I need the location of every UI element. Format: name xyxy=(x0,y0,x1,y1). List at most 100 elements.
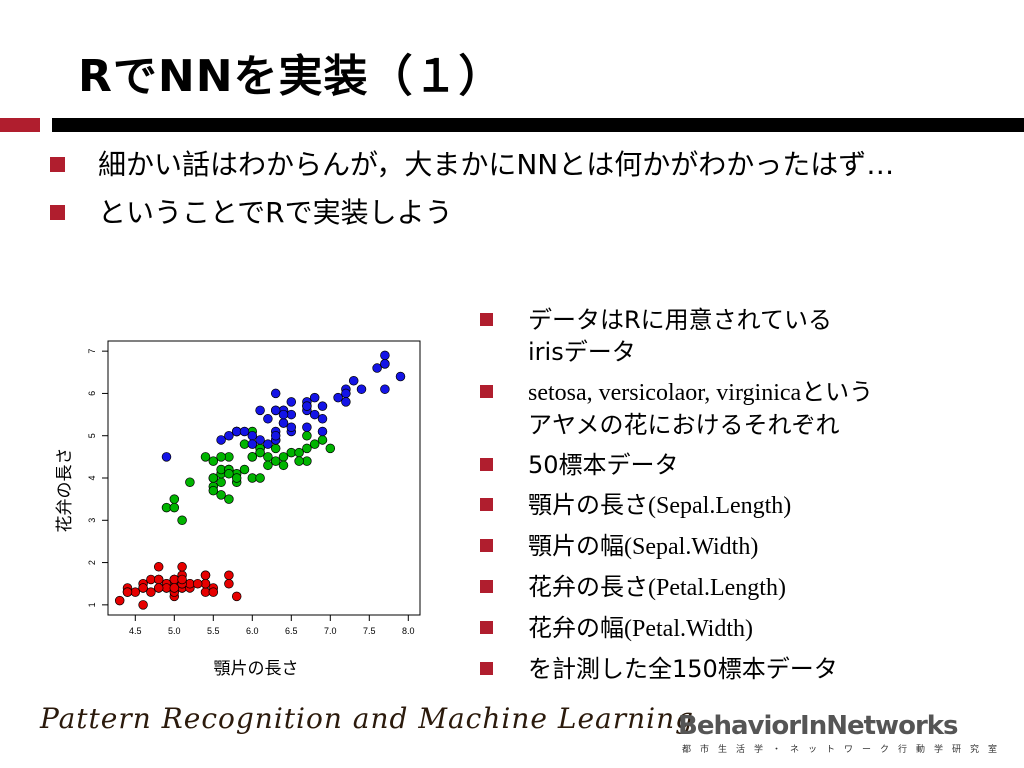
x-axis-label: 顎片の長さ xyxy=(214,659,299,679)
data-point xyxy=(356,384,367,394)
data-point xyxy=(294,456,304,466)
data-point xyxy=(216,490,226,500)
main-bullet: 細かい話はわからんが，大まかにNNとは何かがわかったはず… xyxy=(48,146,998,184)
y-tick-label: 2 xyxy=(87,560,97,565)
data-point xyxy=(247,430,258,441)
data-point xyxy=(302,430,312,441)
data-point xyxy=(224,570,234,581)
data-point xyxy=(231,591,242,602)
main-bullet-text: ということでRで実装しよう xyxy=(98,196,453,229)
iris-scatter-plot: 4.5 5.0 5.5 6.0 6.5 7.0 7.5 8.0 1 2 3 4 5 6 7 顎片の長さ 花弁の長… xyxy=(55,340,421,679)
dataset-bullet: setosa, versicolaor, virginicaという アヤメの花にお… xyxy=(478,376,1018,441)
square-bullet-icon xyxy=(480,458,493,471)
main-bullet-text: 細かい話はわからんが，大まかにNNとは何かがわかったはず… xyxy=(98,148,895,181)
data-point xyxy=(317,401,328,411)
y-tick-label: 6 xyxy=(87,391,97,396)
lab-logo-subtext: 都市生活学・ネットワーク行動学研究室 xyxy=(682,745,1007,755)
data-point xyxy=(216,452,226,462)
dataset-bullet-text: 50標本データ xyxy=(528,451,679,479)
data-point xyxy=(286,397,297,407)
data-point xyxy=(341,397,351,407)
dataset-bullet-text: データはRに用意されている xyxy=(528,306,832,334)
x-tick-label: 6.0 xyxy=(246,626,259,636)
dataset-bullet-text: (Sepal.Length) xyxy=(648,493,792,519)
data-point xyxy=(177,574,187,585)
data-point xyxy=(263,414,273,424)
dataset-bullet: 花弁の長さ(Petal.Length) xyxy=(478,571,1018,604)
data-point xyxy=(270,405,281,416)
square-bullet-icon xyxy=(480,313,493,326)
data-point xyxy=(239,426,250,437)
square-bullet-icon xyxy=(480,621,493,634)
data-point xyxy=(177,562,187,572)
data-point xyxy=(278,409,289,420)
data-point xyxy=(278,452,289,462)
dataset-bullet-text: 顎片の幅 xyxy=(528,532,624,560)
data-point xyxy=(224,469,234,479)
dataset-bullet-text: (Petal.Length) xyxy=(648,575,786,601)
y-tick-label: 7 xyxy=(87,349,97,354)
data-point xyxy=(380,359,390,369)
data-point xyxy=(263,439,273,449)
data-point xyxy=(224,578,234,589)
data-point xyxy=(138,600,148,610)
data-point xyxy=(380,350,390,361)
data-point xyxy=(161,452,172,462)
data-point xyxy=(294,447,304,458)
data-point xyxy=(208,473,219,483)
dataset-bullet-text: 顎片の長さ xyxy=(528,491,648,519)
x-tick-label: 8.0 xyxy=(402,626,415,636)
data-point xyxy=(286,422,297,433)
data-point xyxy=(270,388,281,399)
data-point xyxy=(302,401,312,411)
data-point xyxy=(138,583,148,593)
dataset-bullet-subtext: irisデータ xyxy=(528,338,636,366)
data-point xyxy=(200,452,211,462)
x-tick-label: 6.5 xyxy=(285,626,298,636)
data-point xyxy=(192,578,203,589)
data-point xyxy=(309,409,320,420)
data-point xyxy=(270,456,281,466)
data-point xyxy=(208,456,219,466)
dataset-bullet: 花弁の幅(Petal.Width) xyxy=(478,612,1018,645)
data-point xyxy=(263,460,273,471)
lab-logo-text: BehaviorInNetworks xyxy=(678,711,959,741)
square-bullet-icon xyxy=(480,580,493,593)
data-point xyxy=(317,435,328,445)
dataset-bullet: 50標本データ xyxy=(478,449,1018,481)
lab-logo: BehaviorInNetworks 都市生活学・ネットワーク行動学研究室 xyxy=(678,712,1008,755)
data-point xyxy=(185,477,195,487)
data-point xyxy=(395,371,406,382)
data-point xyxy=(224,494,234,504)
data-point xyxy=(270,443,281,454)
dataset-bullet: 顎片の幅(Sepal.Width) xyxy=(478,530,1018,563)
data-point xyxy=(333,392,343,403)
data-point xyxy=(114,595,125,606)
square-bullet-icon xyxy=(480,662,493,675)
dataset-bullet: を計測した全150標本データ xyxy=(478,653,1018,685)
dataset-bullet: 顎片の長さ(Sepal.Length) xyxy=(478,489,1018,522)
data-point xyxy=(325,443,336,454)
data-point xyxy=(169,583,180,593)
main-bullet: ということでRで実装しよう xyxy=(48,194,998,232)
data-point xyxy=(122,587,133,597)
dataset-bullet-text: という xyxy=(801,378,874,406)
dataset-bullet-text: (Petal.Width) xyxy=(624,616,753,642)
footer-course-title: Pattern Recognition and Machine Learning xyxy=(40,702,694,735)
data-point xyxy=(309,439,320,449)
dataset-bullet-list: データはRに用意されている irisデータ setosa, versicolaor,… xyxy=(478,304,1018,693)
data-point xyxy=(255,435,265,445)
data-point xyxy=(208,587,219,597)
data-point xyxy=(270,430,281,441)
data-point xyxy=(372,363,382,373)
data-point xyxy=(348,375,359,386)
data-point xyxy=(255,473,265,483)
x-tick-label: 7.5 xyxy=(363,626,376,636)
dataset-bullet-text: 花弁の長さ xyxy=(528,573,648,601)
data-point xyxy=(153,574,164,585)
dataset-bullet-subtext: アヤメの花におけるそれぞれ xyxy=(528,411,840,439)
dataset-bullet-text: を計測した全150標本データ xyxy=(528,655,838,683)
data-point xyxy=(216,477,226,487)
data-point xyxy=(153,562,164,572)
data-point xyxy=(341,388,351,399)
